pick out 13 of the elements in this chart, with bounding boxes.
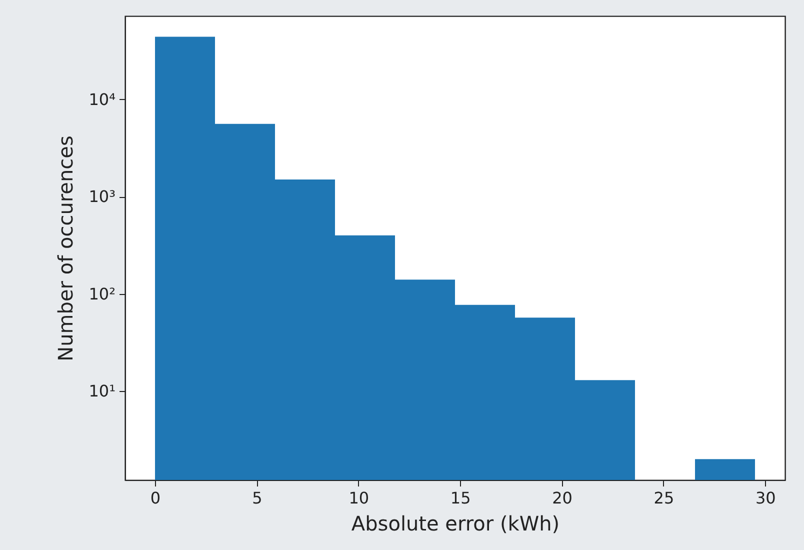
- y-tick-label: 10³: [88, 187, 116, 206]
- x-tick-label: 5: [252, 488, 262, 508]
- y-axis-title: Number of occurences: [54, 136, 78, 362]
- y-tick-label: 10²: [88, 284, 116, 304]
- y-tick-label: 10¹: [88, 382, 116, 401]
- x-tick-label: 30: [755, 488, 776, 508]
- x-tick-label: 10: [348, 488, 370, 508]
- y-tick-label: 10⁴: [88, 90, 116, 109]
- x-tick-label: 20: [552, 488, 572, 508]
- x-axis-title: Absolute error (kWh): [351, 512, 560, 536]
- x-tick-label: 0: [150, 488, 161, 508]
- x-tick-label: 15: [450, 488, 471, 508]
- x-tick-label: 25: [654, 488, 674, 508]
